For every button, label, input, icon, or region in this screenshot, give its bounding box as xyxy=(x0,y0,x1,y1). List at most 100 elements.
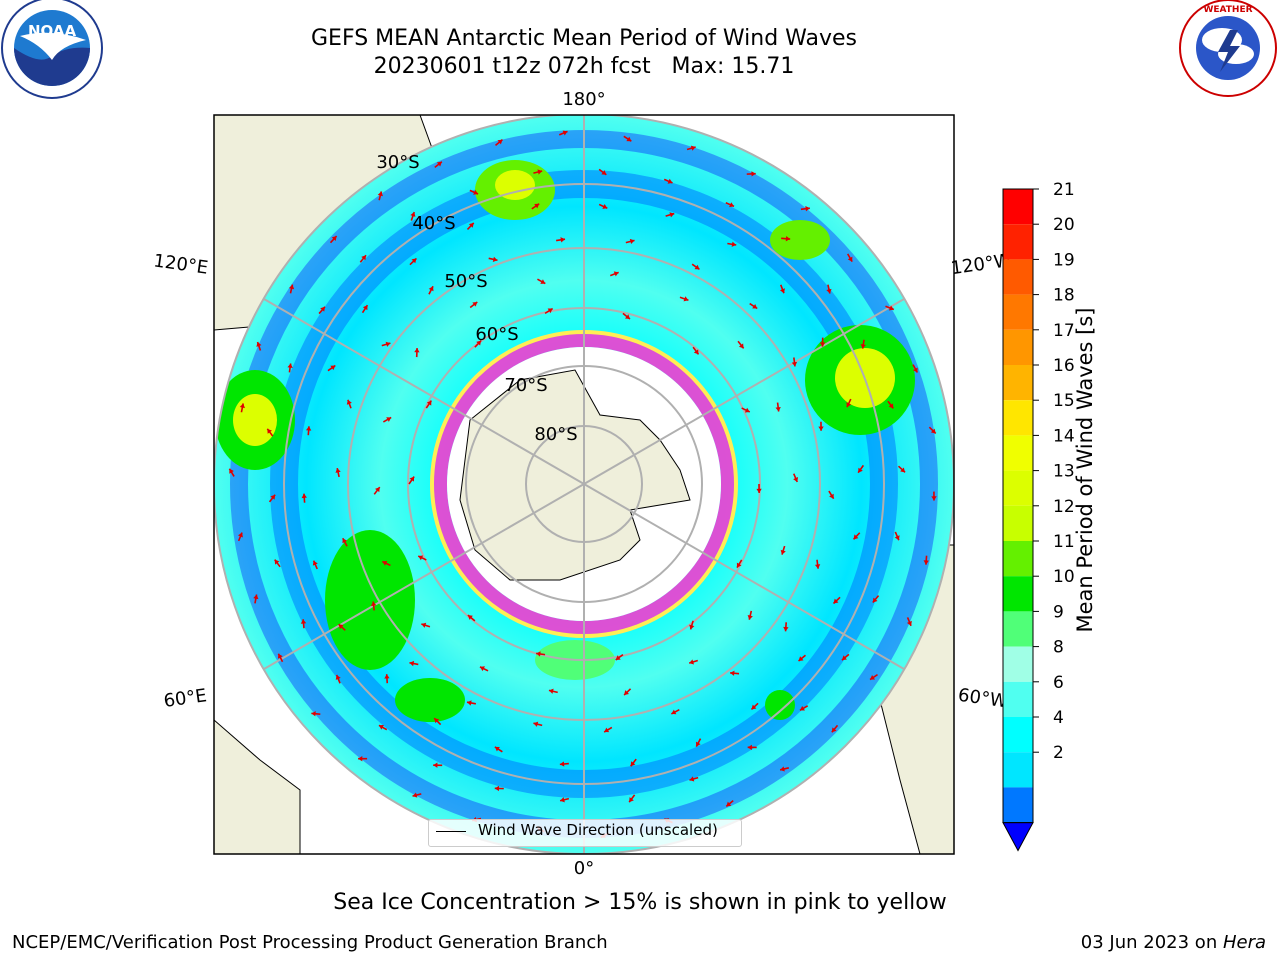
wave-direction-arrowhead xyxy=(560,797,565,803)
wave-patch xyxy=(325,530,415,670)
lon-label-60e: 60°E xyxy=(162,685,208,712)
africa-land xyxy=(214,719,301,854)
lon-label-180: 180° xyxy=(562,89,605,110)
lat-label-50s: 50°S xyxy=(444,271,487,292)
wave-direction-arrowhead xyxy=(412,792,418,798)
wave-direction-arrowhead xyxy=(669,212,675,218)
wave-direction-arrowhead xyxy=(906,620,912,626)
wave-direction-arrowhead xyxy=(738,343,744,349)
colorbar-swatch xyxy=(1003,259,1033,295)
wave-direction-arrowhead xyxy=(930,428,936,434)
lat-label-60s: 60°S xyxy=(475,324,518,345)
wave-direction-arrowhead xyxy=(799,705,805,711)
wave-direction-arrowhead xyxy=(288,284,295,290)
colorbar-tick-label: 8 xyxy=(1053,638,1064,658)
wave-direction-arrowhead xyxy=(537,169,543,175)
wave-direction-arrowhead xyxy=(726,801,732,807)
wave-direction-arrowhead xyxy=(625,314,630,320)
wave-direction-arrowhead xyxy=(793,477,799,482)
wave-direction-arrowhead xyxy=(689,659,695,665)
colorbar-tick-label: 17 xyxy=(1053,321,1075,341)
wave-direction-arrowhead xyxy=(629,797,634,803)
colorbar-swatch xyxy=(1003,189,1033,225)
wave-direction-arrowhead xyxy=(253,594,259,600)
lat-label-80s: 80°S xyxy=(534,424,577,445)
wave-direction-arrowhead xyxy=(375,487,380,493)
wave-direction-arrowhead xyxy=(468,222,474,228)
colorbar-tick-label: 13 xyxy=(1053,462,1075,482)
wave-direction-arrowhead xyxy=(492,256,498,262)
wave-direction-arrowhead xyxy=(791,361,798,367)
colorbar-swatch xyxy=(1003,505,1033,541)
wave-direction-arrowhead xyxy=(615,655,621,660)
wave-direction-arrowhead xyxy=(414,348,420,353)
wave-direction-arrowhead xyxy=(433,762,438,768)
wave-direction-arrowhead xyxy=(780,549,786,555)
wave-direction-arrowhead xyxy=(900,467,906,473)
wave-direction-arrowhead xyxy=(814,564,821,569)
wave-direction-arrowhead xyxy=(826,288,832,294)
wave-direction-arrowhead xyxy=(409,660,415,667)
wave-direction-arrowhead xyxy=(267,428,272,434)
colorbar-swatch xyxy=(1003,611,1033,647)
wave-direction-arrowhead xyxy=(624,690,630,696)
wave-direction-arrowhead xyxy=(785,236,791,242)
colorbar-swatch xyxy=(1003,752,1033,788)
wave-direction-arrowhead xyxy=(335,468,341,473)
wave-direction-arrowhead xyxy=(358,756,363,762)
wave-direction-arrowhead xyxy=(312,560,318,566)
wave-direction-arrowhead xyxy=(630,761,636,767)
lat-label-70s: 70°S xyxy=(504,375,547,396)
colorbar-swatch xyxy=(1003,329,1033,365)
wave-patch xyxy=(770,220,830,260)
wave-direction-arrowhead xyxy=(798,656,804,662)
wave-direction-arrowhead xyxy=(277,653,283,659)
wave-direction-arrowhead xyxy=(378,724,384,730)
wave-direction-arrowhead xyxy=(421,622,427,628)
wave-direction-arrowhead xyxy=(756,488,762,493)
colorbar-swatch xyxy=(1003,435,1033,471)
wave-direction-arrowhead xyxy=(472,301,478,307)
wave-direction-arrowhead xyxy=(548,688,554,694)
colorbar-swatch xyxy=(1003,787,1033,823)
map-area xyxy=(214,115,954,854)
wave-direction-arrowhead xyxy=(833,598,839,604)
footer-credit: NCEP/EMC/Verification Post Processing Pr… xyxy=(12,932,608,953)
wave-direction-arrowhead xyxy=(671,709,677,715)
colorbar-tick-label: 15 xyxy=(1053,391,1075,411)
noaa-logo: NOAA xyxy=(1,0,103,99)
wave-direction-arrowhead xyxy=(931,496,937,501)
wave-direction-arrowhead xyxy=(311,711,316,717)
legend-label: Wind Wave Direction (unscaled) xyxy=(478,821,718,839)
colorbar-tick-label: 18 xyxy=(1053,286,1075,306)
svg-text:NOAA: NOAA xyxy=(28,22,77,40)
wave-direction-arrowhead xyxy=(602,204,608,209)
wave-direction-arrowhead xyxy=(805,206,810,212)
chart-title-line2: 20230601 t12z 072h fcst Max: 15.71 xyxy=(373,54,795,79)
wave-direction-arrowhead xyxy=(436,161,442,167)
colorbar-tick-label: 12 xyxy=(1053,497,1075,517)
wave-direction-arrowhead xyxy=(752,303,758,309)
nws-logo: WEATHER xyxy=(1179,0,1277,97)
wave-direction-arrowhead xyxy=(434,718,440,724)
colorbar-tick-label: 21 xyxy=(1053,180,1075,200)
lon-label-0: 0° xyxy=(574,858,594,879)
wave-direction-arrowhead xyxy=(689,776,695,782)
wave-direction-arrowhead xyxy=(534,203,540,209)
footer-host: Hera xyxy=(1222,932,1266,953)
wave-direction-arrowhead xyxy=(426,400,432,406)
wave-direction-arrowhead xyxy=(689,624,695,630)
wave-direction-arrowhead xyxy=(560,237,566,243)
antarctica-land xyxy=(459,369,691,581)
wave-direction-arrowhead xyxy=(846,402,852,408)
colorbar-swatch xyxy=(1003,294,1033,330)
wave-direction-arrowhead xyxy=(783,626,789,632)
colorbar-swatch xyxy=(1003,646,1033,682)
wave-direction-arrowhead xyxy=(841,655,847,661)
wave-direction-arrowhead xyxy=(613,271,619,277)
colorbar-swatch xyxy=(1003,470,1033,506)
wave-patch xyxy=(765,690,795,720)
wind-wave-arrows xyxy=(228,130,937,839)
wave-direction-arrowhead xyxy=(384,674,390,679)
wave-direction-arrowhead xyxy=(870,675,876,680)
